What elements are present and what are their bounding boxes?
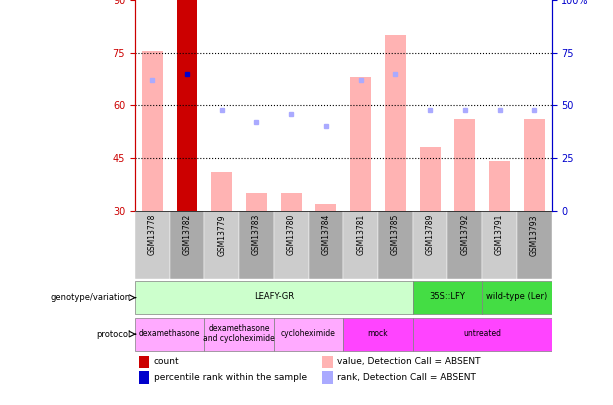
Bar [524,119,545,211]
Text: GSM13779: GSM13779 [217,214,226,256]
Bar [204,211,239,279]
Bar [343,211,378,279]
Text: wild-type (Ler): wild-type (Ler) [486,292,547,301]
Bar [135,211,170,279]
Text: value, Detection Call = ABSENT: value, Detection Call = ABSENT [337,357,481,367]
Bar [246,193,267,211]
Text: genotype/variation: genotype/variation [50,293,131,302]
Bar [413,211,447,279]
Bar [385,35,406,211]
Bar [204,318,274,351]
Text: GSM13793: GSM13793 [530,214,539,256]
Bar [274,211,308,279]
Bar [413,318,552,351]
Text: protocol: protocol [96,330,131,339]
Bar [517,211,552,279]
Bar [482,281,552,314]
Text: GSM13783: GSM13783 [252,214,261,256]
Text: dexamethasone: dexamethasone [139,329,200,338]
Bar [322,356,333,368]
Bar [378,211,413,279]
Text: GSM13791: GSM13791 [495,214,504,256]
Text: percentile rank within the sample: percentile rank within the sample [154,373,306,382]
Bar [454,119,475,211]
Bar [135,318,204,351]
Text: rank, Detection Call = ABSENT: rank, Detection Call = ABSENT [337,373,476,382]
Text: GSM13785: GSM13785 [391,214,400,256]
Bar [316,204,337,211]
Text: untreated: untreated [463,329,501,338]
Bar [420,147,441,211]
Text: GSM13782: GSM13782 [183,214,191,255]
Bar [489,162,510,211]
Bar [343,318,413,351]
Bar [139,356,150,368]
Bar [350,77,371,211]
Text: GSM13778: GSM13778 [148,214,157,256]
Bar [274,318,343,351]
Bar [447,211,482,279]
Text: GSM13780: GSM13780 [287,214,295,256]
Text: mock: mock [368,329,388,338]
Bar [322,371,333,384]
Text: dexamethasone
and cycloheximide: dexamethasone and cycloheximide [203,324,275,343]
Text: 35S::LFY: 35S::LFY [430,292,465,301]
Text: cycloheximide: cycloheximide [281,329,336,338]
Text: GSM13781: GSM13781 [356,214,365,255]
Bar [413,281,482,314]
Bar [482,211,517,279]
Bar [211,172,232,211]
Bar [177,0,197,211]
Text: GSM13789: GSM13789 [425,214,435,256]
Bar [308,211,343,279]
Bar [170,211,204,279]
Bar [139,371,150,384]
Bar [142,51,162,211]
Text: count: count [154,357,179,367]
Bar [239,211,274,279]
Text: GSM13792: GSM13792 [460,214,470,256]
Text: GSM13784: GSM13784 [321,214,330,256]
Bar [135,281,413,314]
Bar [281,193,302,211]
Text: LEAFY-GR: LEAFY-GR [254,292,294,301]
